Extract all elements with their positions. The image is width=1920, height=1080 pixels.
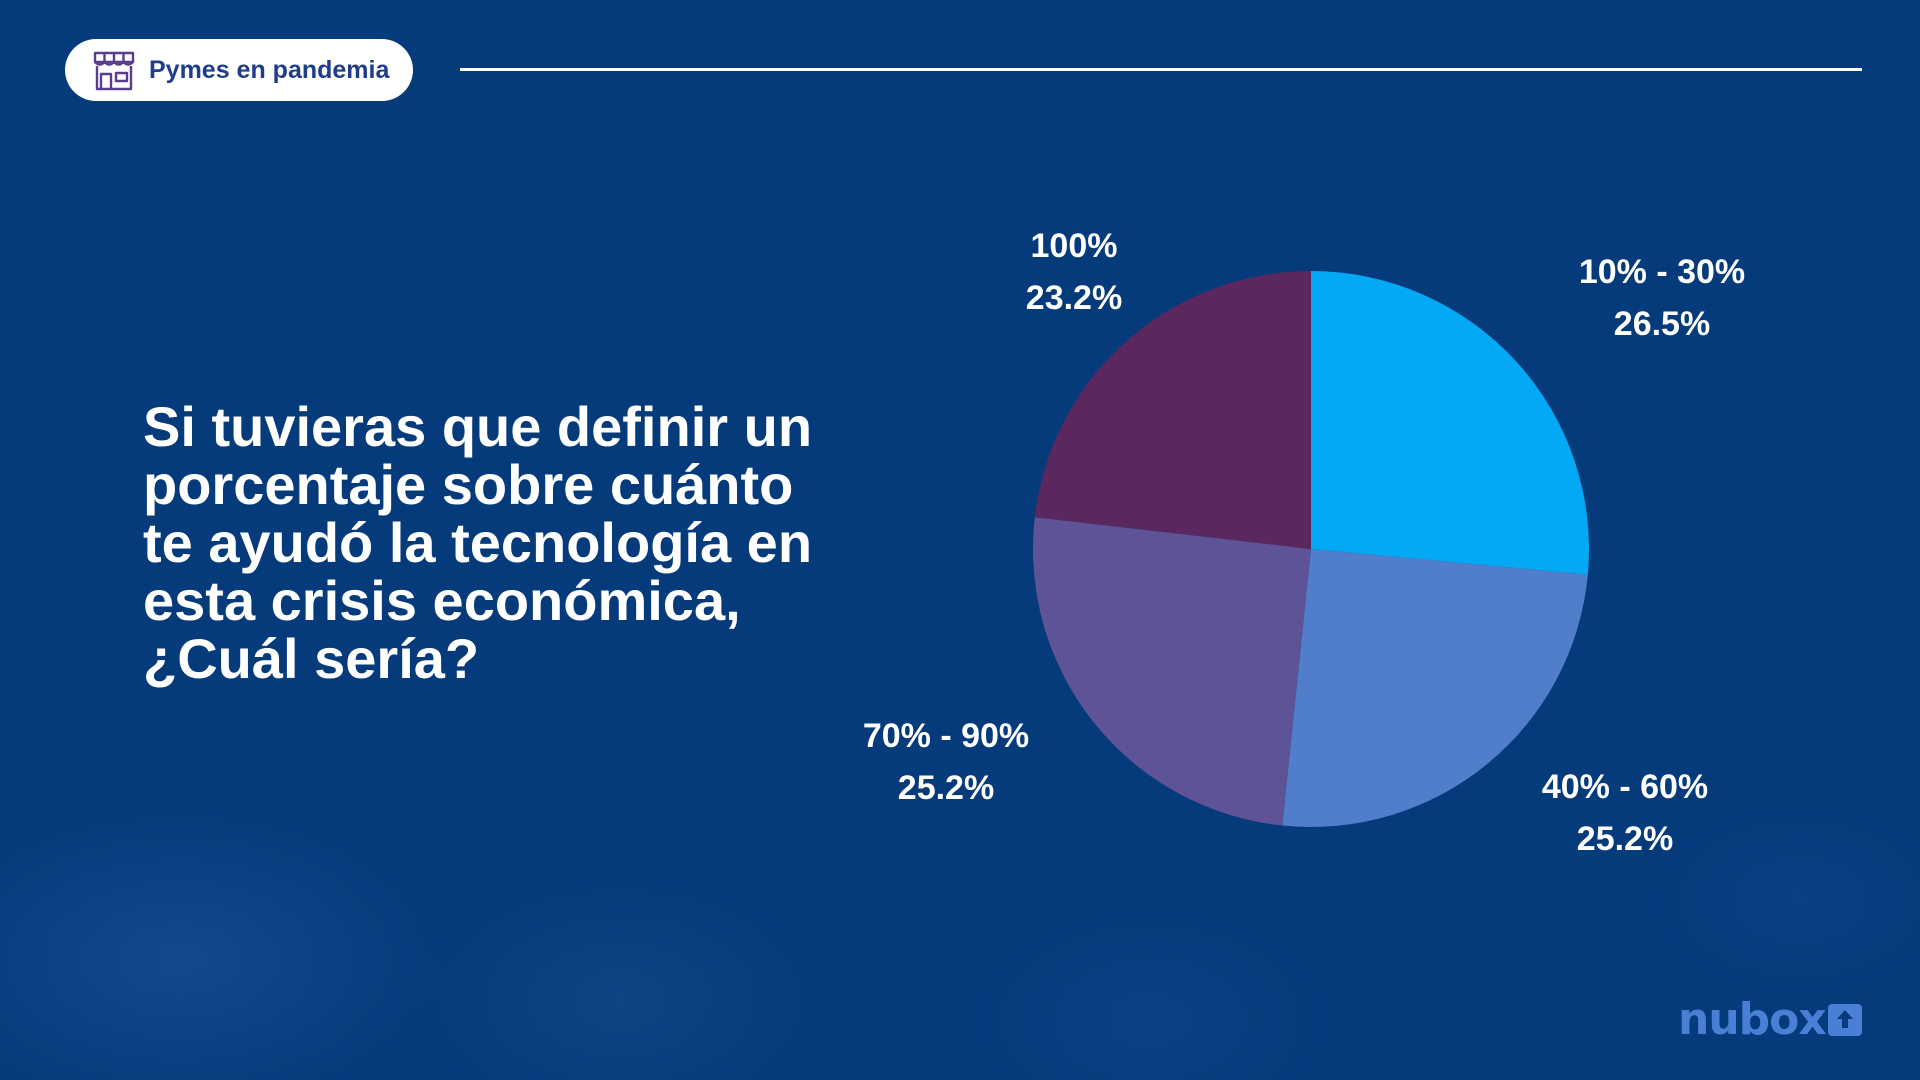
cloud-upload-icon [1827, 1003, 1862, 1036]
slice-category-label: 10% - 30% [1579, 253, 1745, 291]
slice-value-label: 25.2% [898, 769, 994, 807]
header-divider [460, 68, 1862, 71]
slice-category-label: 70% - 90% [863, 717, 1029, 755]
nubox-logo: nubox [1678, 994, 1862, 1045]
slice-category-label: 100% [1031, 227, 1118, 265]
logo-wordmark: nubox [1678, 994, 1827, 1045]
pie-slice [1311, 271, 1590, 575]
pie-slice [1282, 549, 1588, 827]
slice-value-label: 23.2% [1026, 279, 1122, 317]
topic-tag-label: Pymes en pandemia [149, 55, 390, 84]
slice-value-label: 26.5% [1614, 305, 1710, 343]
slice-value-label: 25.2% [1577, 820, 1673, 858]
pie-slice [1033, 517, 1311, 826]
slice-category-label: 40% - 60% [1542, 768, 1708, 806]
storefront-icon [93, 51, 135, 91]
topic-tag: Pymes en pandemia [65, 39, 413, 101]
survey-question: Si tuvieras que definir un porcentaje so… [143, 395, 813, 690]
pie-slice [1034, 271, 1311, 549]
